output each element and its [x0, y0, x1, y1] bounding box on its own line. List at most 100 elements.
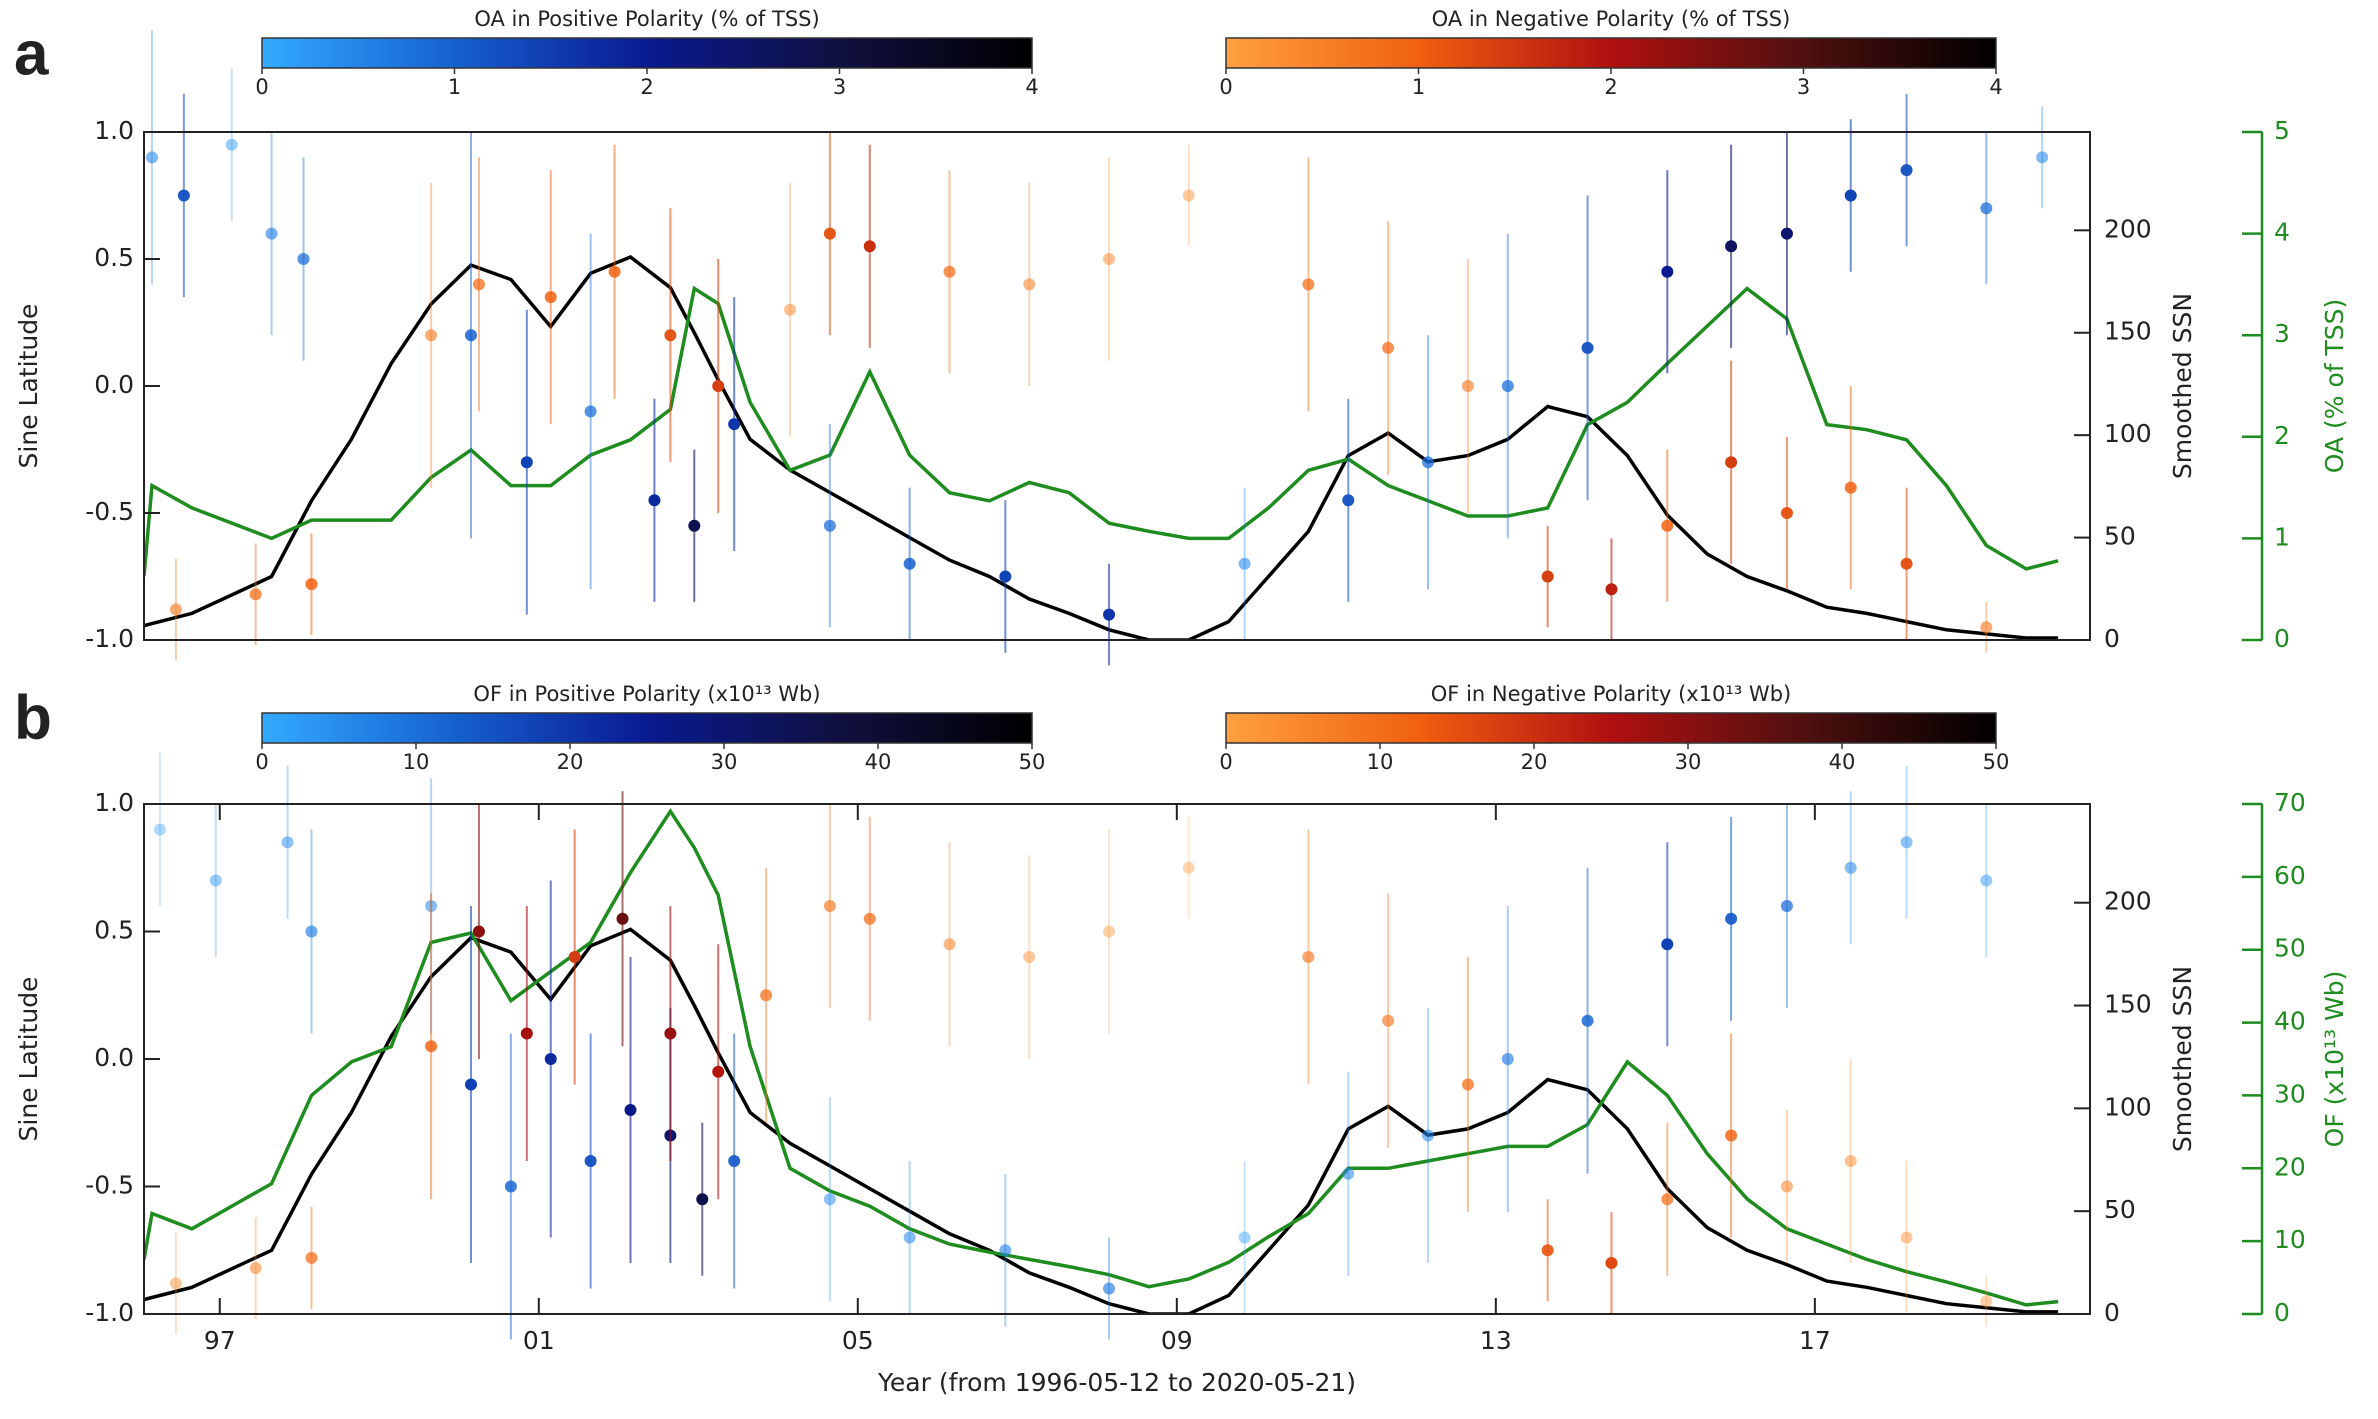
colorbar-tick-label: 40 — [865, 750, 892, 774]
point — [464, 1078, 477, 1091]
point — [464, 329, 477, 342]
point — [1605, 1257, 1618, 1269]
point — [784, 303, 797, 316]
y2-axis-label: Smoothed SSN — [2168, 293, 2197, 479]
point — [169, 603, 182, 616]
line — [144, 808, 2059, 1307]
point — [648, 494, 661, 507]
colorbar-title: OF in Negative Polarity (x10¹³ Wb) — [1431, 682, 1791, 706]
plot-area — [144, 254, 2059, 640]
y-tick-label: 0.5 — [94, 916, 134, 945]
point — [664, 1027, 677, 1040]
point — [1422, 456, 1435, 469]
y3-tick-label: 1 — [2274, 522, 2290, 551]
point — [425, 900, 438, 912]
point — [688, 519, 701, 532]
colorbar-tick-label: 0 — [1219, 750, 1232, 774]
y3-tick-label: 3 — [2274, 319, 2290, 348]
point — [305, 578, 318, 591]
y3-tick-label: 50 — [2274, 934, 2306, 963]
colorbar-title: OF in Positive Polarity (x10¹³ Wb) — [473, 682, 820, 706]
point — [823, 1193, 836, 1206]
point — [1382, 341, 1395, 354]
point — [544, 291, 557, 304]
point — [1780, 227, 1793, 240]
point — [712, 380, 725, 392]
colorbar-title: OA in Negative Polarity (% of TSS) — [1432, 7, 1791, 31]
point — [1182, 189, 1195, 202]
colorbar-tick-label: 0 — [1219, 75, 1232, 99]
y2-tick-label: 0 — [2104, 1298, 2120, 1327]
x-axis-label: Year (from 1996-05-12 to 2020-05-21) — [877, 1368, 1356, 1397]
y3-tick-label: 70 — [2274, 788, 2306, 817]
point — [1980, 202, 1993, 215]
y2-tick-label: 50 — [2104, 1195, 2136, 1224]
colorbar-tick-label: 3 — [833, 75, 846, 99]
colorbar-tick-label: 2 — [640, 75, 653, 99]
point — [696, 1193, 709, 1206]
point — [712, 1065, 725, 1078]
point — [1780, 1180, 1793, 1193]
y3-axis-label: OA (% of TSS) — [2320, 299, 2349, 474]
point — [1900, 164, 1913, 177]
point — [1238, 557, 1251, 570]
plot-frame — [143, 803, 2091, 1315]
y-axis-label: Sine Latitude — [14, 977, 43, 1142]
point — [1382, 1014, 1395, 1027]
point — [863, 912, 876, 925]
x-tick-label: 05 — [842, 1326, 874, 1355]
point — [999, 1244, 1012, 1257]
point — [584, 1155, 597, 1167]
y2-tick-label: 100 — [2104, 419, 2152, 448]
point — [1980, 621, 1993, 634]
point — [823, 227, 836, 240]
point — [1023, 951, 1036, 963]
x-tick-label: 09 — [1161, 1326, 1193, 1355]
y2-tick-label: 50 — [2104, 522, 2136, 551]
point — [145, 151, 158, 164]
x-tick-label: 13 — [1480, 1326, 1512, 1355]
point — [472, 925, 485, 938]
point — [1605, 583, 1618, 596]
point — [305, 1251, 318, 1264]
point — [1844, 481, 1857, 494]
point — [1461, 380, 1474, 392]
point — [1342, 494, 1355, 507]
point — [823, 900, 836, 912]
y-tick-label: 0.0 — [94, 370, 134, 399]
y-tick-label: 1.0 — [94, 116, 134, 145]
point — [568, 951, 581, 963]
point — [520, 1027, 533, 1040]
plot-frame — [143, 131, 2091, 641]
point — [1900, 557, 1913, 570]
point — [903, 557, 916, 570]
y3-tick-label: 60 — [2274, 861, 2306, 890]
y2-tick-label: 150 — [2104, 317, 2152, 346]
point — [664, 329, 677, 342]
y2-tick-label: 0 — [2104, 624, 2120, 653]
y3-tick-label: 0 — [2274, 1298, 2290, 1327]
point — [1661, 938, 1674, 951]
point — [624, 1104, 637, 1116]
y-axis-label: Sine Latitude — [14, 304, 43, 469]
point — [1541, 570, 1554, 583]
x-tick-label: 17 — [1799, 1326, 1831, 1355]
colorbar-title: OA in Positive Polarity (% of TSS) — [474, 7, 819, 31]
point — [1238, 1231, 1251, 1244]
colorbar-tick-label: 2 — [1604, 75, 1617, 99]
point — [1661, 1193, 1674, 1206]
point — [1980, 1295, 1993, 1308]
point — [1725, 240, 1738, 253]
point — [297, 253, 310, 265]
y3-tick-label: 40 — [2274, 1007, 2306, 1036]
colorbar-tick-label: 4 — [1025, 75, 1038, 99]
colorbar-tick-label: 20 — [557, 750, 584, 774]
point — [153, 823, 166, 836]
point — [305, 925, 318, 938]
colorbar-tick-label: 50 — [1019, 750, 1046, 774]
point — [1342, 1167, 1355, 1180]
colorbar-tick-label: 1 — [1412, 75, 1425, 99]
point — [169, 1277, 182, 1290]
colorbar — [261, 37, 1033, 69]
